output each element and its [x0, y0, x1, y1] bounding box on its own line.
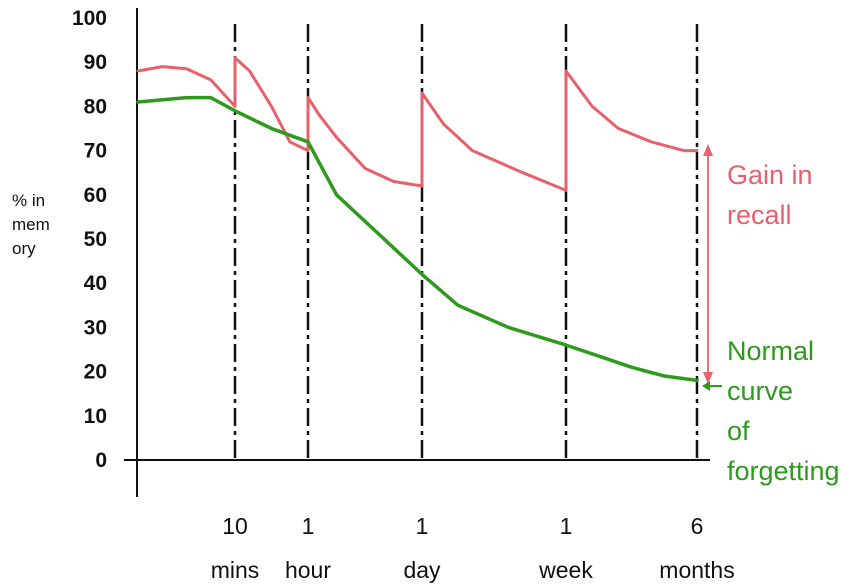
x-tick-label-top: 10: [222, 513, 248, 539]
y-tick-label: 60: [84, 184, 107, 207]
x-tick-label-bottom: day: [403, 557, 441, 583]
x-tick-label-top: 6: [691, 513, 704, 539]
y-tick-label: 10: [84, 405, 107, 428]
y-tick-label: 0: [95, 449, 107, 472]
x-tick-label-top: 1: [416, 513, 429, 539]
x-tick-label-bottom: mins: [211, 557, 260, 583]
y-axis-label-line: % in: [12, 191, 45, 210]
y-tick-label: 50: [84, 228, 107, 251]
y-axis-label-line: mem: [12, 215, 50, 234]
gain-in-recall-label: recall: [727, 200, 792, 230]
y-axis-label-line: ory: [12, 239, 36, 258]
gain-arrow-head-up: [703, 144, 713, 156]
y-tick-label: 20: [84, 361, 107, 384]
y-tick-label: 40: [84, 272, 107, 295]
x-tick-label-bottom: months: [659, 557, 734, 583]
x-tick-label-bottom: hour: [285, 557, 331, 583]
x-tick-label-top: 1: [302, 513, 315, 539]
y-tick-label: 80: [84, 95, 107, 118]
y-tick-label: 70: [84, 140, 107, 163]
normal-curve-label: Normal: [727, 336, 814, 366]
normal-curve-label: of: [727, 416, 750, 446]
forgetting-arrow-head: [702, 381, 710, 391]
gain-arrow-head-down: [703, 372, 713, 384]
gain-in-recall-label: Gain in: [727, 160, 813, 190]
y-tick-label: 30: [84, 316, 107, 339]
y-tick-label: 90: [84, 51, 107, 74]
recall-curve: [136, 56, 699, 192]
x-tick-label-top: 1: [560, 513, 573, 539]
y-tick-label: 100: [72, 7, 107, 30]
normal-curve-label: curve: [727, 376, 793, 406]
x-tick-label-bottom: week: [538, 557, 593, 583]
normal-curve-label: forgetting: [727, 456, 840, 486]
forgetting-curve: [136, 95, 699, 383]
